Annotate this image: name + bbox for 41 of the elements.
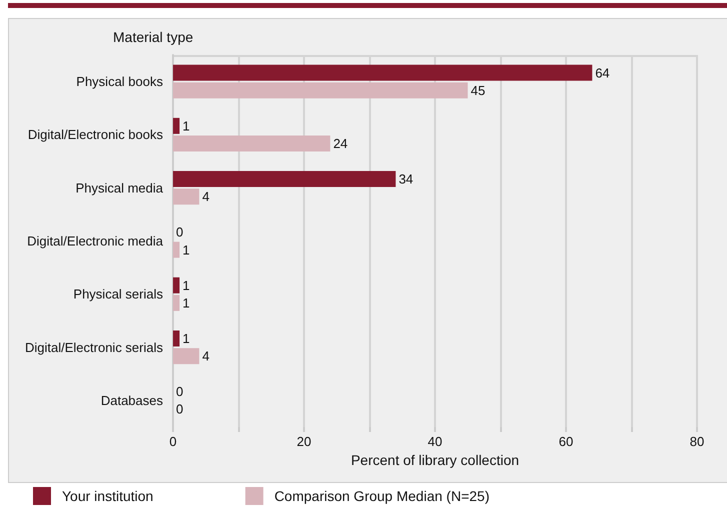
legend-label: Your institution — [62, 488, 154, 504]
data-label: 24 — [333, 136, 348, 152]
data-label: 1 — [182, 118, 190, 134]
bar — [173, 348, 200, 364]
data-label: 1 — [182, 330, 190, 346]
x-tick-label: 80 — [690, 434, 704, 449]
y-axis-title: Material type — [113, 29, 194, 45]
data-label: 34 — [398, 172, 414, 187]
bar — [173, 136, 330, 152]
y-tick-label: Physical serials — [73, 286, 164, 302]
bar — [173, 64, 592, 81]
x-axis-title: Percent of library collection — [350, 452, 520, 468]
bar — [173, 277, 180, 294]
bar — [173, 82, 468, 98]
y-tick-label: Digital/Electronic media — [27, 234, 164, 248]
y-tick-label: Databases — [100, 392, 164, 408]
x-tick-label: 60 — [558, 434, 574, 449]
data-label: 0 — [176, 402, 184, 417]
bar — [173, 242, 180, 258]
data-label: 1 — [182, 295, 190, 310]
y-tick-label: Digital/Electronic serials — [25, 340, 164, 355]
x-tick-label: 40 — [428, 434, 442, 449]
bar — [173, 171, 396, 188]
data-label: 4 — [202, 348, 210, 364]
x-tick-label: 0 — [169, 434, 177, 449]
data-label: 4 — [202, 189, 210, 204]
data-label: 0 — [176, 224, 184, 240]
y-tick-label: Physical media — [76, 180, 164, 196]
bar — [173, 118, 180, 134]
data-label: 64 — [595, 65, 610, 80]
data-label: 1 — [182, 278, 190, 293]
y-tick-label: Physical books — [76, 74, 164, 90]
y-tick-label: Digital/Electronic books — [28, 127, 164, 142]
x-tick-label: 20 — [296, 434, 312, 449]
bar — [173, 188, 200, 205]
data-label: 1 — [182, 242, 190, 258]
data-label: 0 — [176, 384, 184, 400]
data-label: 45 — [470, 82, 486, 98]
bar — [173, 294, 180, 311]
legend-label: Comparison Group Median (N=25) — [274, 488, 490, 504]
bar — [173, 330, 180, 346]
